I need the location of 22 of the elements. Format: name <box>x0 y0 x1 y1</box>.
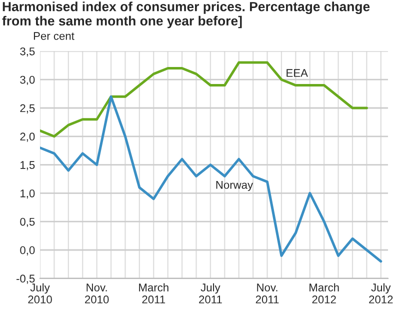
y-tick-label: 3,5 <box>20 47 35 57</box>
x-tick-label: Nov. 2010 <box>85 284 109 304</box>
line-series <box>40 61 368 138</box>
y-tick-label: 1,5 <box>20 161 35 170</box>
chart-title: Harmonised index of consumer prices. Percentage change from the same month one year before] <box>2 2 370 28</box>
y-tick-label: 2,5 <box>20 104 35 114</box>
line-series <box>40 95 382 263</box>
y-tick-label: 0,0 <box>20 246 35 256</box>
x-tick-label: July 2010 <box>28 283 52 304</box>
x-tick-label: March 2011 <box>139 283 168 304</box>
x-tick-label: July 2011 <box>199 283 222 304</box>
y-tick-label: -0,5 <box>16 274 35 284</box>
y-tick-label: 2,0 <box>20 132 35 142</box>
y-tick-label: 3,0 <box>20 76 35 86</box>
x-tick-label: July 2012 <box>369 283 393 304</box>
series-label: Norway <box>216 181 254 191</box>
y-axis-title: Per cent <box>34 32 74 40</box>
x-tick-label: Nov. 2011 <box>256 284 279 304</box>
y-tick-label: 1,0 <box>20 189 35 199</box>
x-tick-label: March 2012 <box>310 283 339 304</box>
series-label: EEA <box>286 69 308 77</box>
y-tick-label: 0,5 <box>20 218 35 228</box>
